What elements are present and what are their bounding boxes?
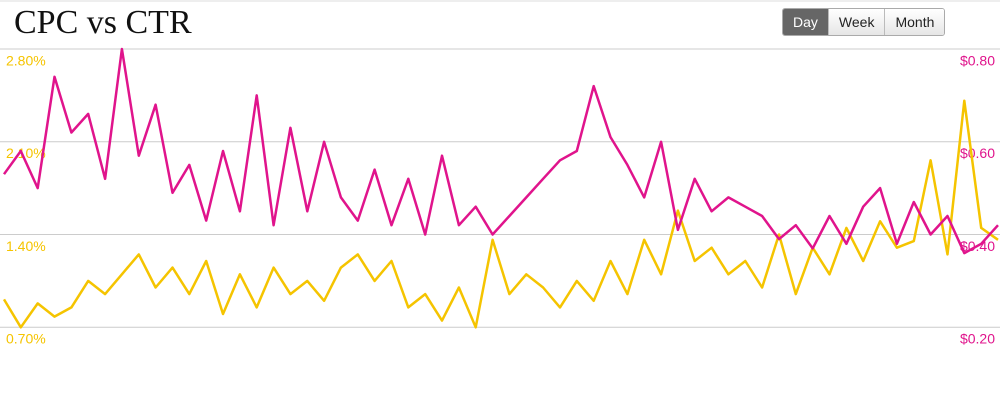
chart-title: CPC vs CTR: [14, 4, 192, 41]
y-tick-label: 2.80%: [6, 52, 46, 68]
range-button[interactable]: Month: [884, 9, 945, 35]
range-button[interactable]: Week: [827, 9, 885, 35]
series-line: [2, 47, 999, 255]
y-tick-label: 0.70%: [6, 331, 46, 347]
range-buttons: Day Week Month: [782, 8, 946, 36]
y2-tick-label: $0.80: [960, 52, 995, 68]
y-tick-label: 1.40%: [6, 238, 46, 254]
series-line: [2, 99, 999, 329]
range-button[interactable]: Day: [783, 9, 828, 35]
y2-tick-label: $0.20: [960, 331, 995, 347]
y2-tick-label: $0.60: [960, 145, 995, 161]
y-tick-label: 2.10%: [6, 145, 46, 161]
